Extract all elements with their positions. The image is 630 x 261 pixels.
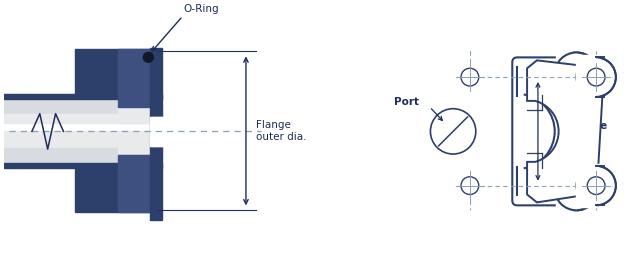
Circle shape — [554, 52, 598, 96]
Bar — [4, 94, 162, 99]
Bar — [576, 55, 599, 99]
Bar — [556, 52, 577, 96]
Text: Bolt Hole
Spacing: Bolt Hole Spacing — [553, 121, 607, 142]
Bar — [118, 50, 151, 107]
Text: Port: Port — [394, 97, 419, 107]
Bar — [118, 131, 151, 153]
Circle shape — [430, 109, 476, 154]
Circle shape — [461, 68, 479, 86]
Bar — [576, 164, 599, 207]
Polygon shape — [527, 60, 604, 202]
Text: Flange
outer dia.: Flange outer dia. — [256, 120, 306, 142]
Circle shape — [587, 68, 605, 86]
Bar — [76, 50, 151, 94]
Bar — [522, 55, 619, 207]
Circle shape — [576, 166, 616, 205]
Circle shape — [144, 52, 153, 62]
Circle shape — [587, 177, 605, 194]
Text: O-Ring: O-Ring — [184, 4, 219, 14]
Bar — [76, 168, 151, 212]
Bar — [151, 117, 164, 146]
Bar — [4, 114, 162, 123]
Bar — [151, 48, 162, 220]
Wedge shape — [517, 89, 559, 174]
Circle shape — [554, 167, 598, 210]
Bar — [556, 167, 577, 210]
Circle shape — [461, 177, 479, 194]
FancyBboxPatch shape — [512, 57, 587, 205]
Bar — [4, 131, 162, 153]
Bar — [4, 163, 162, 168]
Circle shape — [576, 57, 616, 97]
Bar — [4, 94, 151, 114]
Bar — [118, 155, 151, 212]
Bar — [4, 148, 151, 168]
Bar — [118, 92, 151, 123]
Bar — [151, 117, 164, 146]
